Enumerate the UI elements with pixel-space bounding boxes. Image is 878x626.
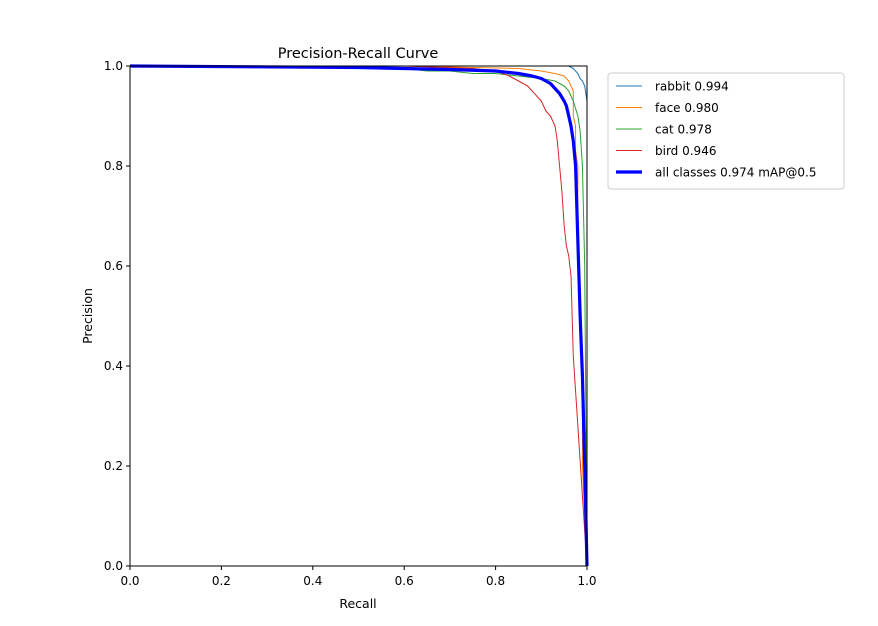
x-axis-ticks: 0.0 0.2 0.4 0.6 0.8 1.0 — [120, 566, 597, 588]
chart-title: Precision-Recall Curve — [278, 46, 439, 62]
legend-frame — [607, 72, 845, 190]
legend: rabbit 0.994 face 0.980 cat 0.978 bird 0.94… — [607, 72, 845, 190]
legend-label-0: rabbit 0.994 — [655, 80, 729, 94]
series-line-4 — [129, 64, 589, 567]
x-axis-label: Recall — [339, 596, 376, 611]
y-tick-label: 0.4 — [104, 359, 123, 373]
x-tick-label: 0.0 — [120, 574, 139, 588]
x-tick-label: 1.0 — [577, 574, 596, 588]
y-tick-label: 0.2 — [104, 459, 123, 473]
y-tick-label: 1.0 — [104, 59, 123, 73]
series-layer — [129, 64, 589, 567]
legend-label-3: bird 0.946 — [655, 144, 716, 158]
y-tick-label: 0.0 — [104, 559, 123, 573]
legend-label-2: cat 0.978 — [655, 123, 712, 137]
x-tick-label: 0.8 — [486, 574, 505, 588]
series-line-0 — [130, 65, 588, 566]
x-tick-label: 0.6 — [395, 574, 414, 588]
x-tick-label: 0.4 — [303, 574, 322, 588]
y-tick-label: 0.6 — [104, 259, 123, 273]
series-line-3 — [130, 65, 588, 567]
plot-frame — [129, 65, 588, 567]
y-axis-label: Precision — [80, 288, 95, 344]
series-line-1 — [130, 65, 588, 567]
series-line-2 — [130, 65, 588, 567]
legend-label-1: face 0.980 — [655, 101, 719, 115]
legend-label-4: all classes 0.974 mAP@0.5 — [655, 166, 816, 180]
y-tick-label: 0.8 — [104, 159, 123, 173]
y-axis-ticks: 0.0 0.2 0.4 0.6 0.8 1.0 — [104, 59, 130, 573]
x-tick-label: 0.2 — [212, 574, 231, 588]
